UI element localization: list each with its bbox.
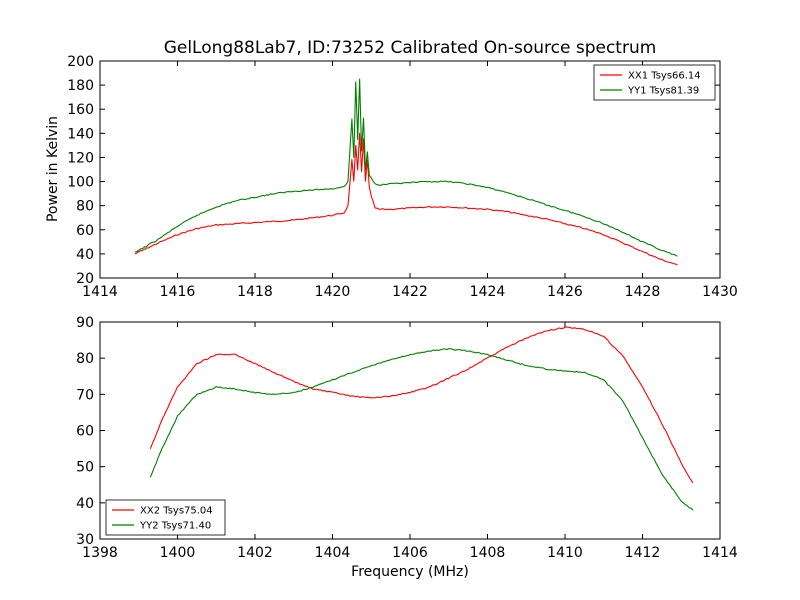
- y-tick-label-0-5: 120: [67, 150, 94, 166]
- y-tick-label-0-6: 140: [67, 126, 94, 142]
- legend-1: [105, 499, 226, 536]
- chart-title: GelLong88Lab7, ID:73252 Calibrated On-so…: [164, 38, 657, 58]
- series-line-0-0: [134, 132, 678, 266]
- y-tick-label-0-4: 100: [67, 175, 94, 191]
- x-tick-label-1-7: 1412: [625, 545, 661, 561]
- y-tick-label-0-8: 180: [67, 78, 94, 94]
- y-tick-label-0-7: 160: [67, 102, 94, 118]
- y-tick-label-1-4: 70: [76, 387, 94, 403]
- series-line-0-1: [134, 78, 678, 257]
- x-tick-label-0-7: 1428: [625, 284, 661, 300]
- x-tick-label-0-3: 1420: [315, 284, 351, 300]
- y-tick-label-0-2: 60: [76, 223, 94, 239]
- y-tick-label-1-6: 90: [76, 315, 94, 331]
- top-panel-ylabel: Power in Kelvin: [45, 116, 61, 222]
- y-tick-label-1-2: 50: [76, 460, 94, 476]
- x-tick-label-0-0: 1414: [82, 284, 118, 300]
- series-line-1-1: [149, 348, 694, 511]
- x-tick-label-1-1: 1400: [160, 545, 196, 561]
- x-tick-label-1-6: 1410: [547, 545, 583, 561]
- x-tick-label-1-5: 1408: [470, 545, 506, 561]
- y-tick-label-1-1: 40: [76, 496, 94, 512]
- x-tick-label-1-2: 1402: [237, 545, 273, 561]
- x-tick-label-0-2: 1418: [237, 284, 273, 300]
- legend-label-1-1: YY2 Tsys71.40: [139, 521, 211, 532]
- legend-label-0-0: XX1 Tsys66.14: [628, 71, 701, 82]
- legend-label-1-0: XX2 Tsys75.04: [140, 506, 213, 517]
- y-tick-label-0-9: 200: [67, 54, 94, 70]
- x-tick-label-1-4: 1406: [392, 545, 428, 561]
- x-tick-label-1-3: 1404: [315, 545, 351, 561]
- legend-label-0-1: YY1 Tsys81.39: [627, 86, 699, 97]
- x-tick-label-1-0: 1398: [82, 545, 118, 561]
- x-tick-label-0-1: 1416: [160, 284, 196, 300]
- y-tick-label-0-0: 20: [76, 271, 94, 287]
- x-tick-label-0-8: 1430: [702, 284, 738, 300]
- bottom-panel: Frequency (MHz) 1398 1400 1402 1404 1406 1408…: [76, 315, 738, 580]
- y-tick-label-1-0: 30: [76, 532, 94, 548]
- x-tick-label-0-5: 1424: [470, 284, 506, 300]
- legend-0: [593, 64, 716, 101]
- y-tick-label-0-3: 80: [76, 199, 94, 215]
- y-tick-label-1-3: 60: [76, 424, 94, 440]
- x-tick-label-0-6: 1426: [547, 284, 583, 300]
- top-panel: Power in Kelvin 1414 1416 1418 1420 1422 1424…: [45, 54, 738, 300]
- bottom-panel-xlabel: Frequency (MHz): [351, 564, 469, 580]
- y-tick-label-1-5: 80: [76, 351, 94, 367]
- series-line-1-0: [149, 326, 694, 484]
- x-tick-label-0-4: 1422: [392, 284, 428, 300]
- y-tick-label-0-1: 40: [76, 247, 94, 263]
- x-tick-label-1-8: 1414: [702, 545, 738, 561]
